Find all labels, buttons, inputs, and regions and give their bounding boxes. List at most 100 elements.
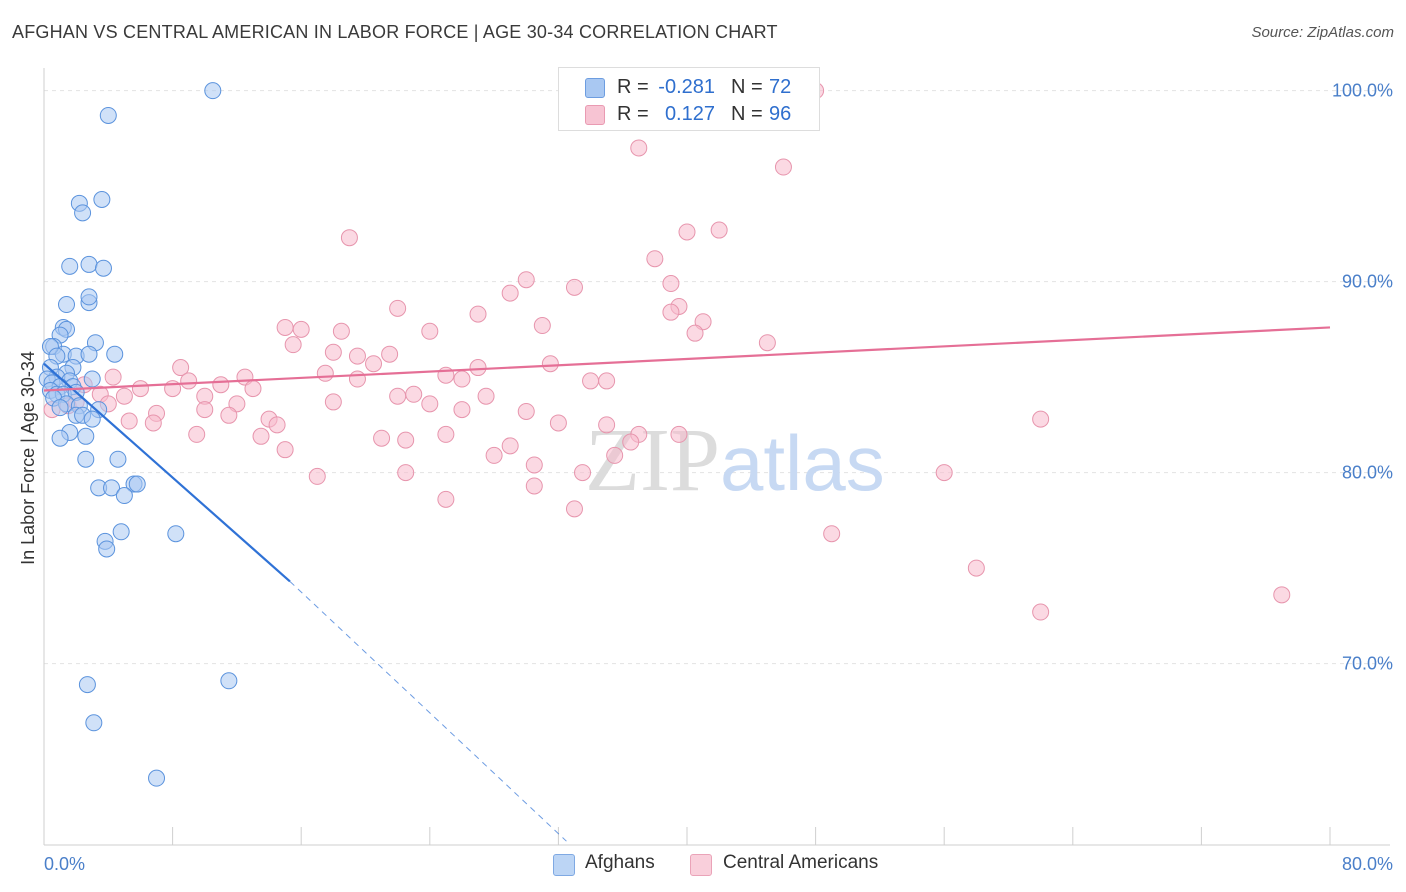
central-american-point (144, 414, 162, 432)
central-american-point (421, 395, 439, 413)
axes (43, 68, 1390, 846)
central-american-point (517, 271, 535, 289)
afghan-point (106, 345, 124, 363)
legend-row-central-americans: R = 0.127 N = 96 (559, 101, 819, 129)
central-american-point (188, 425, 206, 443)
central-american-point (630, 139, 648, 157)
afghan-point (103, 479, 121, 497)
central-american-point (453, 401, 471, 419)
central-american-point (316, 364, 334, 382)
central-american-point (172, 359, 190, 377)
central-american-point (646, 250, 664, 268)
central-american-point (1032, 603, 1050, 621)
afghan-point (220, 672, 238, 690)
legend-n-label: N = (731, 103, 763, 125)
central-american-point (292, 320, 310, 338)
central-american-point (598, 416, 616, 434)
afghan-point (109, 450, 127, 468)
central-american-point (268, 416, 286, 434)
central-american-point (525, 477, 543, 495)
afghan-point (58, 296, 76, 314)
y-tick-label: 100.0% (1332, 81, 1393, 101)
central-american-point (678, 223, 696, 241)
legend-r-label: R = (617, 103, 649, 125)
central-american-point (485, 446, 503, 464)
x-tick-label-min: 0.0% (44, 854, 85, 874)
afghan-point (99, 106, 117, 124)
legend-row-afghans: R = -0.281 N = 72 (559, 74, 819, 102)
afghan-point (80, 255, 98, 273)
central-american-point (437, 490, 455, 508)
central-american-point (104, 368, 122, 386)
central-american-point (340, 229, 358, 247)
afghan-point (74, 204, 92, 222)
central-american-point (670, 425, 688, 443)
central-american-point (574, 464, 592, 482)
central-american-point (453, 370, 471, 388)
central-american-point (758, 334, 776, 352)
afghan-point (128, 475, 146, 493)
legend-r-label: R = (617, 76, 649, 98)
central-american-point (131, 380, 149, 398)
central-american-point (244, 380, 262, 398)
central-american-point (389, 387, 407, 405)
afghan-point (112, 523, 130, 541)
afghan-points (38, 82, 238, 787)
central-american-point (565, 500, 583, 518)
y-tick-label: 90.0% (1342, 272, 1393, 292)
central-american-point (276, 441, 294, 459)
central-american-point (252, 427, 270, 445)
afghan-point (93, 191, 111, 209)
central-american-point (180, 372, 198, 390)
y-tick-label: 70.0% (1342, 654, 1393, 674)
source-label: Source: ZipAtlas.com (1251, 24, 1394, 41)
afghan-point (85, 714, 103, 732)
central-american-point (501, 284, 519, 302)
afghan-point (78, 676, 96, 694)
central-american-point (622, 433, 640, 451)
afghans-legend-label: Afghans (585, 852, 655, 873)
afghan-point (77, 427, 95, 445)
watermark-atlas: atlas (720, 419, 885, 507)
central-american-point (332, 322, 350, 340)
legend-n-label: N = (731, 76, 763, 98)
central-americans-legend-swatch (690, 854, 712, 876)
afghan-point (204, 82, 222, 100)
central-american-point (397, 464, 415, 482)
central-american-point (662, 275, 680, 293)
central-american-point (324, 343, 342, 361)
central-american-point (686, 324, 704, 342)
central-american-point (517, 402, 535, 420)
afghan-trend-line (43, 362, 291, 583)
central-american-point (774, 158, 792, 176)
correlation-legend: R = -0.281 N = 72 R = 0.127 N = 96 (558, 67, 820, 131)
gridlines (44, 90, 1390, 665)
central-american-point (469, 305, 487, 323)
central-american-point (1273, 586, 1291, 604)
central-american-point (284, 336, 302, 354)
afghan-point (167, 525, 185, 543)
x-tick-label-max: 80.0% (1342, 854, 1393, 874)
central-american-point (935, 464, 953, 482)
central-american-point (469, 359, 487, 377)
central-american-point (662, 303, 680, 321)
central-american-point (437, 425, 455, 443)
central-american-point (308, 467, 326, 485)
central-american-point (541, 355, 559, 373)
afghan-point (80, 288, 98, 306)
afghan-point (51, 429, 69, 447)
central-american-point (1032, 410, 1050, 428)
afghan-point (61, 257, 79, 275)
central-american-point (397, 431, 415, 449)
tick-labels: 70.0% 80.0% 90.0% 100.0% 0.0% 80.0% (44, 81, 1393, 874)
afghan-point (83, 370, 101, 388)
central-american-point (405, 385, 423, 403)
central-american-point (348, 370, 366, 388)
central-american-point (582, 372, 600, 390)
chart-title: AFGHAN VS CENTRAL AMERICAN IN LABOR FORC… (12, 22, 778, 42)
afghan-point (83, 410, 101, 428)
central-american-point (501, 437, 519, 455)
central-american-point (212, 376, 230, 394)
central-american-points (43, 82, 1291, 621)
